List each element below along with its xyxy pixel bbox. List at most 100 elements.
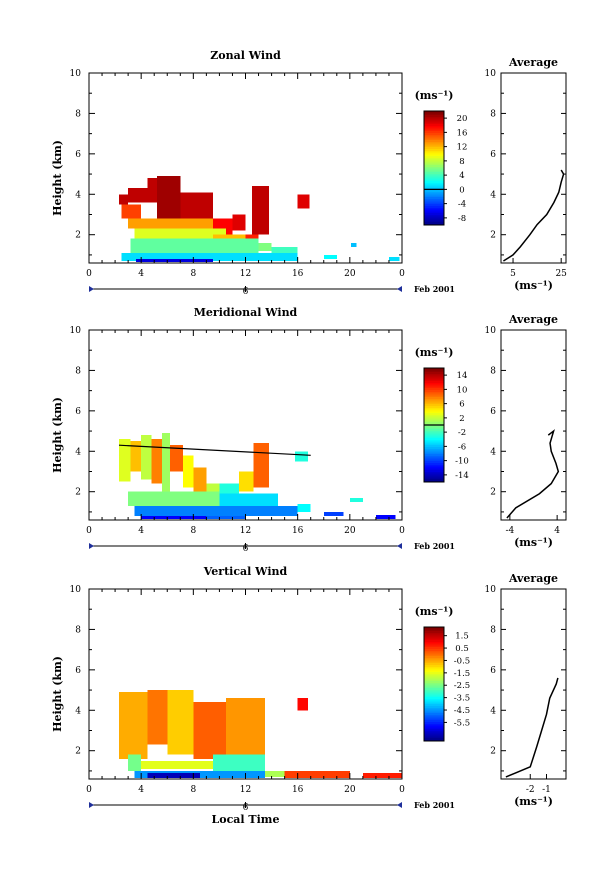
date-axis-day: 6 xyxy=(243,544,249,554)
colorbar-swatch xyxy=(424,659,444,662)
profile-frame xyxy=(500,329,567,521)
date-axis-end-marker xyxy=(397,543,402,549)
heatmap-cell xyxy=(130,441,142,472)
profile-y-tick-label: 2 xyxy=(490,488,496,498)
x-tick-label: 12 xyxy=(240,269,251,279)
heatmap-cell xyxy=(362,772,402,778)
profile-y-tick-label: 8 xyxy=(490,625,496,635)
colorbar-swatch xyxy=(424,205,444,208)
colorbar-label: 6 xyxy=(459,400,464,410)
heatmap-cell xyxy=(147,690,168,745)
colorbar-swatch xyxy=(424,132,444,135)
colorbar-swatch xyxy=(424,135,444,139)
colorbar-swatch xyxy=(424,141,444,144)
heatmap-cell xyxy=(388,256,400,261)
colorbar-swatch xyxy=(424,676,444,680)
date-axis-end-marker xyxy=(397,802,402,808)
colorbar-label: -5.5 xyxy=(454,718,470,728)
colorbar-swatch xyxy=(424,453,444,456)
heatmap-cell xyxy=(141,760,213,769)
colorbar-swatch xyxy=(424,198,444,201)
colorbar-swatch xyxy=(424,442,444,446)
x-tick-label: 4 xyxy=(138,526,144,536)
colorbar-swatch xyxy=(424,151,444,155)
colorbar-unit: (ms⁻¹) xyxy=(415,605,454,618)
colorbar-swatch xyxy=(424,146,444,150)
colorbar-swatch xyxy=(424,201,444,205)
colorbar-swatch xyxy=(424,673,444,676)
colorbar-swatch xyxy=(424,396,444,399)
colorbar-swatch xyxy=(424,203,444,207)
colorbar-swatch xyxy=(424,128,444,132)
colorbar-swatch xyxy=(424,194,444,198)
heatmap-cell xyxy=(323,511,344,516)
profile-frame xyxy=(500,72,567,264)
heatmap-cell xyxy=(141,515,207,519)
heatmap-cell xyxy=(271,246,298,253)
colorbar-swatch xyxy=(424,451,444,455)
colorbar-swatch xyxy=(424,449,444,453)
heatmap-cells xyxy=(118,433,396,519)
profile-line xyxy=(506,429,560,519)
colorbar-label: -4 xyxy=(458,200,466,210)
contour-line xyxy=(118,444,311,456)
date-axis-start-marker xyxy=(89,802,94,808)
colorbar-swatch xyxy=(424,221,444,224)
colorbar-swatch xyxy=(424,444,444,447)
heatmap-cells xyxy=(118,690,402,778)
colorbar-swatch xyxy=(424,119,444,123)
colorbar-swatch xyxy=(424,144,444,148)
heatmap-cell xyxy=(225,698,266,761)
colorbar-swatch xyxy=(424,216,444,219)
colorbar-swatch xyxy=(424,441,444,444)
heatmap-cell xyxy=(182,455,194,488)
colorbar-swatch xyxy=(424,435,444,439)
heatmap-cell xyxy=(297,698,309,711)
date-axis-day: 6 xyxy=(243,287,249,297)
x-tick-label: 8 xyxy=(190,785,196,795)
date-axis-end-marker xyxy=(397,286,402,292)
panel-title: Vertical Wind xyxy=(203,565,288,578)
colorbar-swatch xyxy=(424,465,444,469)
profile-title: Average xyxy=(508,313,558,326)
colorbar-swatch xyxy=(424,717,444,721)
profile-y-tick-label: 6 xyxy=(490,666,496,676)
y-tick-label: 2 xyxy=(75,231,81,241)
y-tick-label: 4 xyxy=(75,190,81,200)
colorbar-swatch xyxy=(424,712,444,715)
colorbar-label: 0 xyxy=(459,185,464,195)
colorbar-frame xyxy=(423,110,445,226)
colorbar: 20 16 12 8 4 0 -4 -8 xyxy=(423,110,468,226)
y-axis-label: Height (km) xyxy=(51,656,64,732)
date-axis-date: Feb 2001 xyxy=(414,541,455,551)
colorbar-swatch xyxy=(424,168,444,171)
date-axis-date: Feb 2001 xyxy=(414,800,455,810)
x-tick-label: 4 xyxy=(138,785,144,795)
colorbar-swatch xyxy=(424,478,444,481)
colorbar-swatch xyxy=(424,376,444,380)
colorbar-swatch xyxy=(424,385,444,389)
colorbar-swatch xyxy=(424,700,444,703)
colorbar-swatch xyxy=(424,412,444,415)
profile-y-tick-label: 4 xyxy=(490,447,496,457)
colorbar-swatch xyxy=(424,726,444,730)
colorbar-swatch xyxy=(424,155,444,158)
colorbar-swatch xyxy=(424,635,444,639)
heatmap-cell xyxy=(156,176,181,219)
colorbar-swatch xyxy=(424,448,444,451)
colorbar-label: 12 xyxy=(457,143,468,153)
date-axis-start-marker xyxy=(89,543,94,549)
heatmap-cell xyxy=(169,445,183,472)
x-tick-label: 4 xyxy=(138,269,144,279)
x-axis-label: Local Time xyxy=(212,813,280,826)
colorbar-swatch xyxy=(424,639,444,642)
colorbar-swatch xyxy=(424,460,444,464)
colorbar-swatch xyxy=(424,394,444,398)
colorbar-swatch xyxy=(424,684,444,687)
profile-x-tick-label: 5 xyxy=(510,269,516,279)
colorbar-swatch xyxy=(424,675,444,678)
colorbar-swatch xyxy=(424,458,444,462)
colorbar-swatch xyxy=(424,212,444,215)
colorbar-swatch xyxy=(424,121,444,125)
